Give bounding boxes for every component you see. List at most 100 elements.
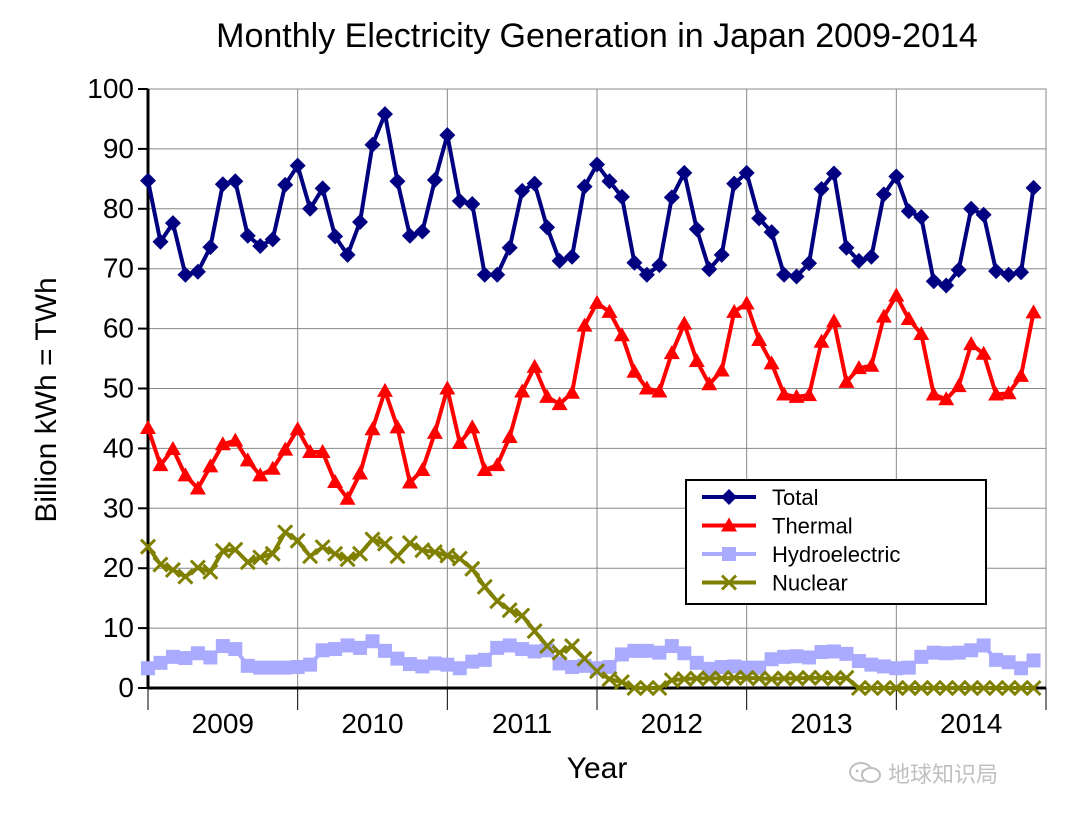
legend-swatch-marker: [721, 489, 737, 505]
data-point-nuclear: [601, 670, 618, 688]
data-point-hydroelectric: [689, 655, 704, 670]
data-point-thermal: [975, 345, 992, 360]
data-point-hydroelectric: [777, 649, 792, 664]
data-point-thermal: [589, 294, 605, 309]
x-marker-stroke: [726, 669, 743, 686]
data-point-nuclear: [252, 549, 269, 566]
data-point-thermal: [302, 443, 319, 458]
x-marker-stroke: [963, 679, 980, 697]
data-point-hydroelectric: [951, 645, 966, 660]
data-point-thermal: [638, 380, 655, 395]
x-marker-stroke: [751, 670, 768, 687]
x-marker-stroke: [501, 602, 518, 619]
y-tick-label: 90: [103, 133, 134, 164]
y-axis-label: Billion kWh = TWh: [30, 277, 63, 522]
data-point-thermal: [327, 473, 344, 488]
data-point-nuclear: [202, 563, 219, 580]
data-point-thermal: [414, 461, 431, 476]
data-point-total: [252, 237, 269, 254]
data-point-total: [439, 127, 456, 144]
data-point-nuclear: [164, 561, 182, 579]
data-point-total: [140, 172, 156, 189]
data-point-hydroelectric: [590, 661, 604, 676]
legend-swatch-marker: [722, 547, 736, 561]
x-marker-stroke: [489, 593, 506, 610]
x-marker-stroke: [900, 679, 917, 697]
data-point-nuclear: [426, 543, 443, 561]
data-point-nuclear: [327, 545, 344, 562]
data-point-hydroelectric: [215, 639, 230, 654]
data-point-total: [551, 252, 568, 269]
data-point-hydroelectric: [278, 660, 293, 675]
data-point-nuclear: [588, 663, 606, 680]
data-point-total: [651, 257, 668, 274]
data-point-total: [925, 273, 942, 290]
data-point-nuclear: [364, 531, 381, 548]
data-point-total: [688, 221, 705, 238]
data-point-nuclear: [289, 532, 306, 549]
data-point-hydroelectric: [203, 650, 218, 665]
data-point-nuclear: [501, 602, 518, 619]
x-marker-stroke: [676, 670, 693, 688]
x-marker-stroke: [713, 670, 730, 687]
data-point-thermal: [601, 303, 618, 318]
x-marker-stroke: [252, 549, 269, 566]
data-point-nuclear: [314, 539, 331, 556]
data-point-thermal: [164, 440, 181, 455]
x-marker-stroke: [601, 670, 618, 688]
data-point-nuclear: [763, 670, 780, 688]
data-point-nuclear: [351, 545, 369, 562]
x-marker-stroke: [638, 679, 655, 697]
data-point-hydroelectric: [727, 659, 742, 674]
data-point-nuclear: [539, 638, 556, 655]
data-point-total: [576, 178, 593, 195]
data-point-hydroelectric: [228, 642, 243, 657]
data-point-thermal: [825, 313, 842, 328]
data-point-total: [626, 254, 643, 271]
data-point-thermal: [626, 363, 643, 378]
data-point-total: [763, 224, 780, 241]
data-point-hydroelectric: [901, 660, 916, 675]
data-point-hydroelectric: [490, 640, 505, 655]
data-point-nuclear: [1025, 679, 1042, 697]
data-point-nuclear: [551, 644, 568, 661]
data-point-thermal: [676, 315, 693, 330]
data-point-total: [589, 156, 605, 173]
data-point-nuclear: [613, 673, 631, 691]
data-point-hydroelectric: [851, 654, 866, 669]
data-point-thermal: [539, 388, 556, 403]
data-point-thermal: [726, 303, 743, 318]
data-point-hydroelectric: [290, 660, 305, 675]
data-point-hydroelectric: [415, 659, 430, 674]
data-point-nuclear: [701, 670, 718, 687]
data-point-total: [514, 182, 531, 199]
data-point-nuclear: [988, 679, 1005, 697]
legend-label: Total: [772, 485, 818, 510]
legend-label: Thermal: [772, 514, 853, 539]
data-point-thermal: [501, 429, 518, 444]
x-marker-stroke: [277, 524, 294, 541]
data-point-total: [900, 203, 917, 220]
data-point-hydroelectric: [527, 644, 542, 659]
data-point-hydroelectric: [764, 652, 779, 667]
data-point-thermal: [751, 331, 768, 346]
x-marker-stroke: [1000, 679, 1017, 697]
data-point-nuclear: [825, 670, 843, 687]
y-tick-labels: 0 10 20 30 40 50 60 70 80 90 100: [87, 73, 134, 703]
data-point-hydroelectric: [652, 645, 667, 660]
data-point-total: [564, 248, 581, 265]
data-point-hydroelectric: [515, 642, 530, 657]
data-point-nuclear: [177, 568, 194, 585]
x-marker-stroke: [351, 545, 369, 562]
data-point-hydroelectric: [190, 646, 205, 661]
data-point-nuclear: [676, 670, 693, 688]
data-point-total: [464, 196, 481, 213]
data-point-hydroelectric: [465, 654, 480, 669]
data-point-hydroelectric: [577, 658, 592, 673]
data-point-total: [277, 176, 294, 193]
data-point-hydroelectric: [864, 657, 879, 672]
data-point-hydroelectric: [502, 638, 517, 653]
data-point-hydroelectric: [802, 650, 817, 665]
legend-item-nuclear: Nuclear: [702, 571, 848, 596]
data-point-total: [738, 164, 755, 181]
